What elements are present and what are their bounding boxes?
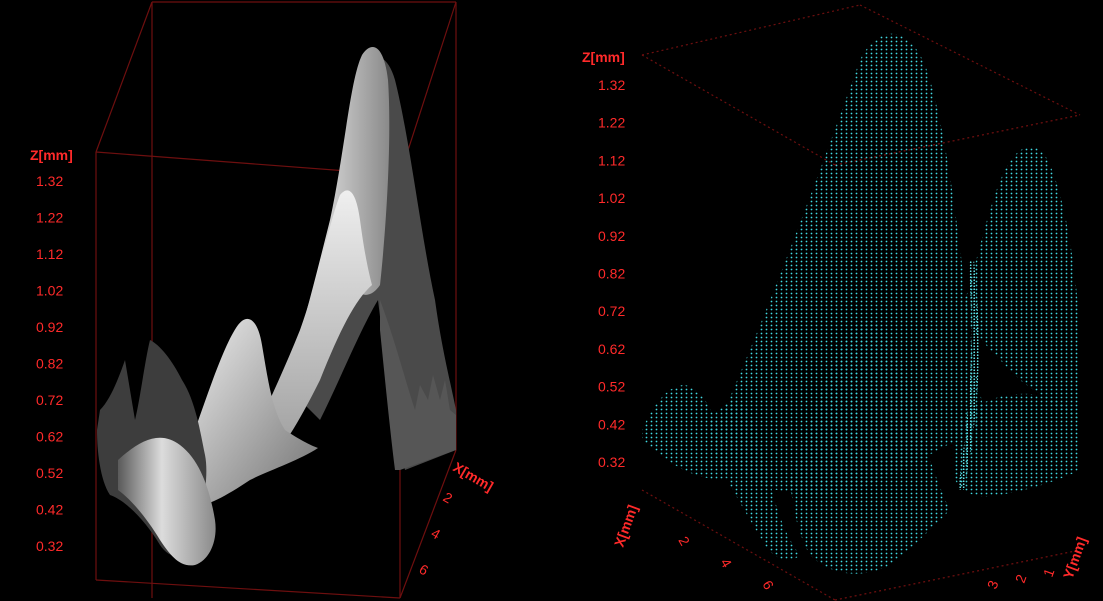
x-axis-label: X[mm] bbox=[451, 459, 497, 495]
z-tick-label: 1.12 bbox=[598, 152, 625, 168]
y-tick-label: 3 bbox=[984, 578, 1002, 591]
z-axis-ticks: 1.32 1.22 1.12 1.02 0.92 0.82 0.72 0.62 0.52 0.42… bbox=[36, 173, 63, 554]
z-tick-label: 0.72 bbox=[36, 392, 63, 408]
z-tick-label: 0.82 bbox=[36, 356, 63, 372]
surface-right-hill bbox=[965, 146, 1080, 420]
surface-ridge-highlight bbox=[958, 260, 979, 490]
x-axis-ticks: 2 4 6 bbox=[675, 534, 777, 593]
x-tick-label: 4 bbox=[717, 556, 735, 571]
z-tick-label: 1.02 bbox=[598, 190, 625, 206]
surface-right-base bbox=[955, 393, 1080, 497]
z-axis-label: Z[mm] bbox=[30, 147, 73, 163]
surface-jagged-right bbox=[380, 300, 456, 470]
z-tick-label: 0.32 bbox=[598, 454, 625, 470]
x-tick-label: 6 bbox=[759, 578, 777, 593]
surface-mid-hump bbox=[790, 320, 950, 574]
z-tick-label: 0.42 bbox=[598, 416, 625, 432]
z-tick-label: 1.32 bbox=[36, 173, 63, 189]
surface-left-lobe bbox=[642, 385, 728, 480]
point-cloud-surface bbox=[642, 33, 1080, 574]
y-tick-label: 2 bbox=[1012, 572, 1030, 585]
z-axis-ticks: 1.32 1.22 1.12 1.02 0.92 0.82 0.72 0.62 0.52 0.42… bbox=[598, 77, 625, 470]
z-tick-label: 1.32 bbox=[598, 77, 625, 93]
y-tick-label: 1 bbox=[1040, 566, 1058, 579]
x-tick-label: 2 bbox=[675, 534, 693, 549]
z-tick-label: 0.92 bbox=[598, 228, 625, 244]
box-edge bbox=[95, 579, 401, 599]
z-tick-label: 1.02 bbox=[36, 283, 63, 299]
box-edge bbox=[641, 489, 836, 601]
point-cloud-panel: Z[mm] 1.32 1.22 1.12 1.02 0.92 0.82 0.72 0.62 0.… bbox=[560, 0, 1103, 601]
z-tick-label: 0.62 bbox=[36, 429, 63, 445]
x-tick-label: 6 bbox=[417, 561, 432, 579]
box-edge bbox=[95, 1, 153, 153]
box-edge bbox=[641, 54, 836, 166]
box-edge bbox=[641, 4, 861, 56]
shaded-surface-plot: Z[mm] 1.32 1.22 1.12 1.02 0.92 0.82 0.72 0.62 0.… bbox=[30, 1, 497, 599]
x-tick-label: 4 bbox=[429, 525, 444, 543]
box-edge bbox=[399, 449, 457, 599]
x-axis-label: X[mm] bbox=[611, 503, 641, 549]
surface-main-hill bbox=[720, 33, 988, 496]
surface-left-base bbox=[710, 401, 800, 561]
shaded-surface-panel: Z[mm] 1.32 1.22 1.12 1.02 0.92 0.82 0.72 0.62 0.… bbox=[0, 0, 540, 601]
z-tick-label: 1.22 bbox=[598, 115, 625, 131]
box-edge bbox=[399, 1, 457, 176]
z-tick-label: 0.82 bbox=[598, 266, 625, 282]
point-cloud-plot: Z[mm] 1.32 1.22 1.12 1.02 0.92 0.82 0.72 0.62 0.… bbox=[582, 4, 1090, 601]
box-edge bbox=[834, 549, 1081, 601]
z-tick-label: 0.72 bbox=[598, 303, 625, 319]
surface-hump-mid bbox=[180, 318, 318, 507]
surface-lobe-front bbox=[118, 437, 216, 566]
z-tick-label: 0.52 bbox=[36, 465, 63, 481]
y-axis-ticks: 123 bbox=[984, 566, 1058, 591]
z-tick-label: 0.52 bbox=[598, 379, 625, 395]
z-tick-label: 0.62 bbox=[598, 341, 625, 357]
x-tick-label: 2 bbox=[441, 489, 456, 507]
z-tick-label: 0.42 bbox=[36, 502, 63, 518]
z-tick-label: 0.32 bbox=[36, 538, 63, 554]
shaded-surface bbox=[97, 47, 456, 566]
z-tick-label: 1.12 bbox=[36, 246, 63, 262]
z-tick-label: 0.92 bbox=[36, 319, 63, 335]
box-edge bbox=[859, 4, 1081, 116]
z-tick-label: 1.22 bbox=[36, 210, 63, 226]
y-axis-label: Y[mm] bbox=[1060, 535, 1090, 581]
z-axis-label: Z[mm] bbox=[582, 49, 625, 65]
